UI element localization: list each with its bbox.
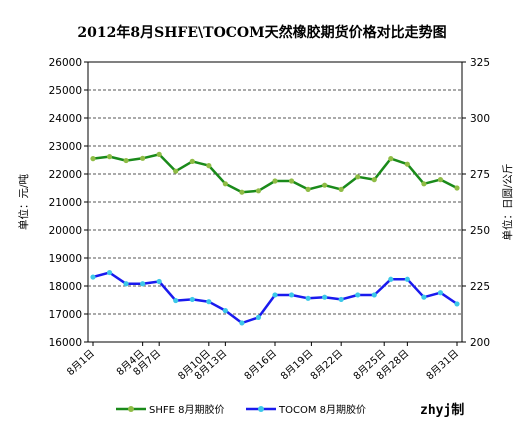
left-tick-label: 26000	[49, 57, 82, 69]
data-point	[338, 296, 344, 303]
data-point	[206, 299, 212, 305]
data-point	[288, 178, 295, 184]
data-point	[272, 178, 278, 184]
data-point	[305, 295, 311, 301]
right-tick-label: 250	[470, 225, 490, 237]
data-point	[404, 276, 410, 282]
right-tick-label: 325	[470, 57, 490, 69]
data-point	[222, 181, 228, 187]
left-tick-label: 21000	[49, 197, 82, 209]
left-tick-label: 22000	[49, 169, 82, 181]
data-point	[437, 290, 444, 296]
data-point	[90, 274, 96, 280]
data-point	[454, 301, 460, 307]
legend: SHFE 8月期胶价 TOCOM 8月期胶价 zhyj制	[116, 402, 464, 418]
data-point	[305, 186, 311, 192]
x-tick-label: 8月1日	[65, 347, 97, 378]
x-tick-label: 8月19日	[278, 347, 315, 382]
data-point	[322, 182, 328, 188]
data-point	[140, 281, 146, 287]
data-point	[272, 292, 278, 298]
left-tick-label: 25000	[49, 85, 82, 97]
left-tick-label: 24000	[49, 113, 82, 125]
data-point	[404, 161, 410, 167]
data-point	[288, 292, 295, 298]
x-tick-label: 8月22日	[308, 347, 345, 382]
data-point	[454, 185, 460, 191]
right-tick-label: 275	[470, 169, 490, 181]
data-point	[239, 320, 245, 326]
data-point	[173, 168, 179, 174]
data-point	[90, 156, 96, 162]
left-tick-label: 19000	[49, 253, 82, 265]
data-point	[173, 297, 179, 304]
series-layer	[90, 151, 460, 326]
data-point	[206, 163, 212, 169]
data-point	[338, 186, 344, 192]
x-tick-label: 8月16日	[242, 347, 279, 382]
data-point	[255, 314, 262, 320]
data-point	[322, 294, 328, 300]
right-tick-label: 200	[470, 337, 490, 349]
data-point	[156, 278, 162, 285]
data-point	[388, 156, 394, 162]
gridlines	[88, 89, 462, 315]
legend-label-tocom: TOCOM 8月期胶价	[278, 403, 366, 416]
data-point	[156, 151, 162, 157]
legend-entry-shfe: SHFE 8月期胶价	[116, 403, 224, 416]
data-point	[437, 177, 444, 183]
left-axis-ticks: 16000 17000 18000 19000 20000 21000 22000 23000…	[49, 57, 88, 349]
legend-label-shfe: SHFE 8月期胶价	[149, 403, 224, 416]
data-point	[123, 281, 129, 287]
x-tick-label: 8月31日	[424, 347, 461, 382]
legend-entry-tocom: TOCOM 8月期胶价	[246, 403, 366, 416]
left-tick-label: 20000	[49, 225, 82, 237]
left-axis-label: 单位：元/吨	[17, 173, 30, 230]
data-point	[255, 188, 262, 194]
legend-marker-tocom	[258, 406, 264, 412]
left-tick-label: 16000	[49, 337, 82, 349]
chart-title: 2012年8月SHFE\TOCOM天然橡胶期货价格对比走势图	[77, 24, 446, 41]
data-point	[106, 154, 113, 160]
left-tick-label: 23000	[49, 141, 82, 153]
author-signature: zhyj制	[420, 402, 464, 418]
right-tick-label: 225	[470, 281, 490, 293]
data-point	[388, 276, 394, 282]
data-point	[239, 189, 245, 195]
right-axis-label: 单位：日圆/公斤	[501, 163, 514, 240]
data-point	[371, 177, 377, 183]
right-axis-ticks: 200 225 250 275 300 325	[462, 57, 490, 349]
data-point	[140, 155, 146, 161]
data-point	[189, 296, 195, 303]
data-point	[106, 269, 113, 276]
data-point	[355, 174, 361, 180]
legend-marker-shfe	[128, 406, 134, 412]
data-point	[371, 292, 377, 298]
plot-area	[87, 61, 463, 343]
data-point	[421, 181, 427, 187]
data-point	[123, 157, 129, 164]
data-point	[355, 292, 361, 298]
data-point	[189, 158, 195, 164]
left-tick-label: 18000	[49, 281, 82, 293]
data-point	[421, 294, 427, 300]
left-tick-label: 17000	[49, 309, 82, 321]
data-point	[222, 308, 228, 314]
right-tick-label: 300	[470, 113, 490, 125]
